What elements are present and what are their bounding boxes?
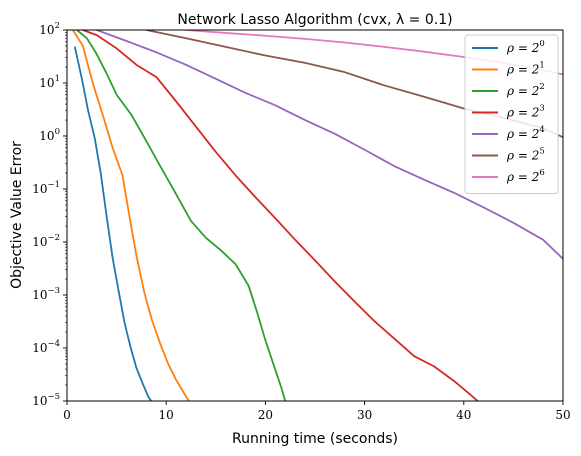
- chart-title: Network Lasso Algorithm (cvx, λ = 0.1): [177, 12, 452, 28]
- y-tick-label: 10−1: [32, 180, 60, 196]
- legend-label: ρ = 25: [506, 147, 545, 163]
- legend-label: ρ = 23: [506, 104, 545, 120]
- x-axis-title: Running time (seconds): [232, 431, 398, 447]
- legend-label: ρ = 26: [506, 168, 545, 184]
- plot-area: [66, 29, 564, 402]
- series-line: [74, 46, 153, 401]
- y-axis-title: Objective Value Error: [9, 141, 25, 289]
- x-tick-label: 0: [63, 408, 71, 422]
- legend-label: ρ = 22: [506, 82, 545, 98]
- legend-label: ρ = 24: [506, 125, 545, 141]
- y-tick-label: 10−2: [32, 233, 60, 249]
- y-tick-label: 10−3: [32, 286, 60, 302]
- x-axis: 0 10 20 30 40 50: [63, 401, 571, 422]
- y-tick-label: 10−5: [32, 392, 60, 408]
- y-tick-label: 102: [39, 21, 60, 37]
- series-line: [95, 30, 563, 260]
- series-layer: [72, 30, 563, 401]
- legend-box: [464, 34, 559, 194]
- series-line: [76, 30, 287, 401]
- x-tick-label: 50: [555, 408, 570, 422]
- y-tick-label: 100: [39, 127, 60, 143]
- y-axis: 10−5 10−4 10−3 10−2 10−1 100 101 102: [32, 21, 67, 408]
- series-line: [81, 30, 479, 401]
- series-line: [72, 30, 190, 401]
- legend-label: ρ = 20: [506, 39, 545, 55]
- legend: ρ = 20 ρ = 21 ρ = 22 ρ = 23 ρ = 24 ρ = 25 ρ = …: [464, 34, 559, 194]
- y-tick-label: 101: [39, 74, 60, 90]
- x-tick-label: 40: [456, 408, 471, 422]
- x-tick-label: 10: [159, 408, 174, 422]
- x-tick-label: 20: [258, 408, 273, 422]
- plot-frame: [66, 29, 564, 402]
- y-tick-label: 10−4: [32, 339, 60, 355]
- legend-label: ρ = 21: [506, 61, 545, 77]
- x-tick-label: 30: [357, 408, 372, 422]
